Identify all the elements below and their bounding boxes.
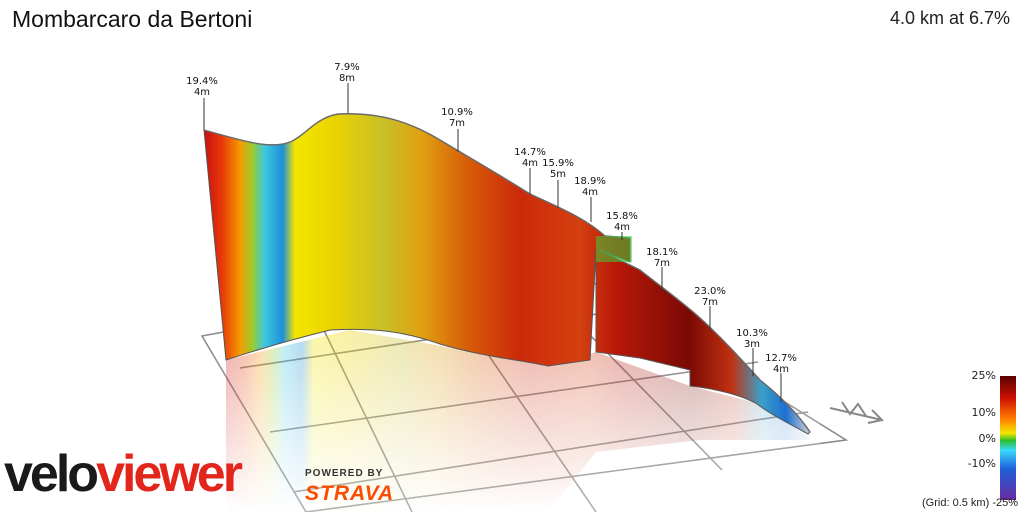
svg-text:4m: 4m bbox=[194, 87, 210, 98]
svg-text:0%: 0% bbox=[979, 432, 996, 445]
svg-text:4m: 4m bbox=[522, 158, 538, 169]
annotation-0: 19.4% 4m bbox=[186, 76, 218, 130]
svg-text:15.8%: 15.8% bbox=[606, 211, 638, 222]
svg-text:7m: 7m bbox=[654, 258, 670, 269]
svg-text:7.9%: 7.9% bbox=[334, 62, 359, 73]
svg-text:10.3%: 10.3% bbox=[736, 328, 768, 339]
svg-text:7m: 7m bbox=[702, 297, 718, 308]
strava-logo[interactable]: STRAVA bbox=[305, 482, 395, 505]
annotation-6: 15.8% 4m bbox=[606, 211, 638, 240]
svg-text:18.1%: 18.1% bbox=[646, 247, 678, 258]
annotation-9: 10.3% 3m bbox=[736, 328, 768, 376]
powered-by-label: POWERED BY bbox=[305, 468, 384, 479]
annotation-10: 12.7% 4m bbox=[765, 353, 797, 402]
annotation-5: 18.9% 4m bbox=[574, 176, 606, 222]
svg-text:10%: 10% bbox=[972, 406, 996, 419]
veloviewer-logo[interactable]: veloviewer bbox=[4, 445, 243, 503]
svg-text:25%: 25% bbox=[972, 369, 996, 382]
svg-text:7m: 7m bbox=[449, 118, 465, 129]
svg-text:15.9%: 15.9% bbox=[542, 158, 574, 169]
svg-text:-10%: -10% bbox=[968, 457, 996, 470]
svg-text:14.7%: 14.7% bbox=[514, 147, 546, 158]
svg-text:5m: 5m bbox=[550, 169, 566, 180]
annotation-7: 18.1% 7m bbox=[646, 247, 678, 292]
svg-text:3m: 3m bbox=[744, 339, 760, 350]
gradient-annotations: 19.4% 4m 7.9% 8m 10.9% 7m 14.7% 4m 15.9%… bbox=[186, 62, 797, 402]
svg-text:4m: 4m bbox=[614, 222, 630, 233]
annotation-8: 23.0% 7m bbox=[694, 286, 726, 330]
annotation-3: 14.7% 4m bbox=[514, 147, 546, 195]
svg-text:18.9%: 18.9% bbox=[574, 176, 606, 187]
grid-note: (Grid: 0.5 km) -25% bbox=[922, 497, 1018, 509]
gradient-color-scale: 25% 10% 0% -10% bbox=[968, 369, 1016, 500]
svg-text:23.0%: 23.0% bbox=[694, 286, 726, 297]
climb-summary: 4.0 km at 6.7% bbox=[889, 8, 1010, 28]
svg-text:12.7%: 12.7% bbox=[765, 353, 797, 364]
svg-text:19.4%: 19.4% bbox=[186, 76, 218, 87]
svg-text:8m: 8m bbox=[339, 73, 355, 84]
annotation-2: 10.9% 7m bbox=[441, 107, 473, 152]
svg-text:4m: 4m bbox=[582, 187, 598, 198]
annotation-1: 7.9% 8m bbox=[334, 62, 360, 113]
svg-text:4m: 4m bbox=[773, 364, 789, 375]
annotation-4: 15.9% 5m bbox=[542, 158, 574, 208]
svg-text:10.9%: 10.9% bbox=[441, 107, 473, 118]
north-arrow-icon bbox=[829, 401, 885, 424]
profile-wall bbox=[203, 113, 811, 435]
page-title: Mombarcaro da Bertoni bbox=[12, 6, 253, 32]
